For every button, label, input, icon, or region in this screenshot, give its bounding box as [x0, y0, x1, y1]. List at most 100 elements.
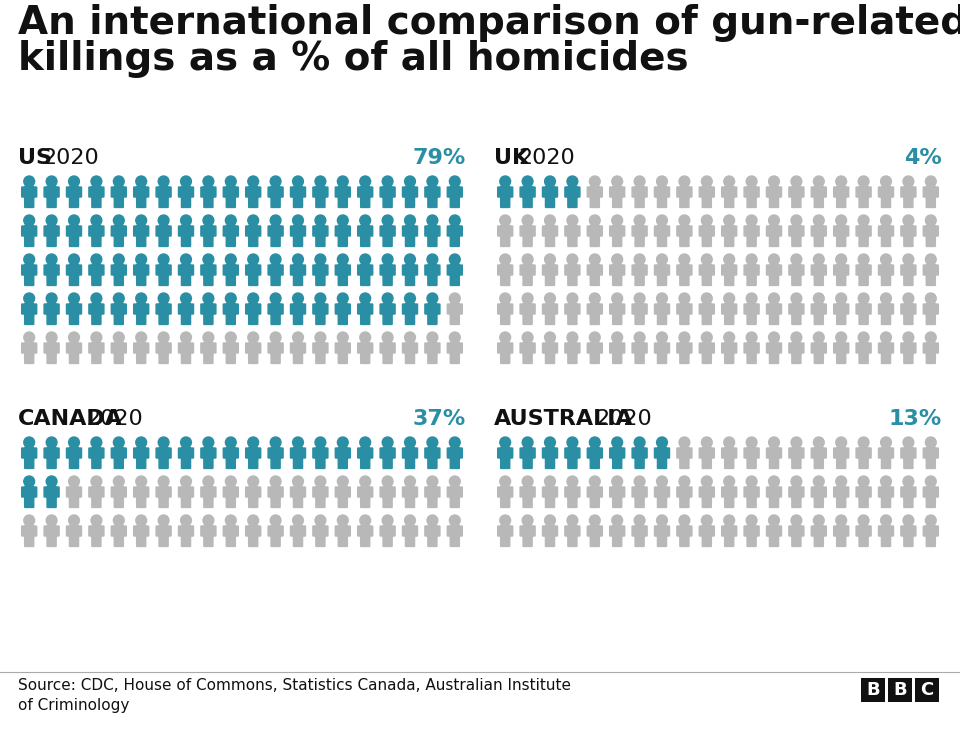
FancyBboxPatch shape: [814, 353, 819, 363]
FancyBboxPatch shape: [819, 314, 824, 324]
FancyBboxPatch shape: [212, 526, 216, 536]
FancyBboxPatch shape: [703, 236, 707, 247]
FancyBboxPatch shape: [878, 304, 882, 314]
FancyBboxPatch shape: [100, 265, 104, 275]
FancyBboxPatch shape: [864, 275, 868, 286]
Circle shape: [226, 476, 236, 487]
FancyBboxPatch shape: [428, 536, 432, 547]
FancyBboxPatch shape: [610, 487, 613, 497]
FancyBboxPatch shape: [316, 526, 324, 537]
Circle shape: [679, 215, 690, 226]
FancyBboxPatch shape: [665, 526, 669, 536]
FancyBboxPatch shape: [542, 487, 546, 497]
FancyBboxPatch shape: [766, 265, 771, 275]
Circle shape: [791, 515, 802, 526]
Circle shape: [360, 515, 371, 526]
FancyBboxPatch shape: [564, 448, 569, 458]
Circle shape: [180, 293, 191, 304]
FancyBboxPatch shape: [639, 497, 644, 508]
FancyBboxPatch shape: [347, 265, 350, 275]
FancyBboxPatch shape: [181, 197, 186, 208]
FancyBboxPatch shape: [92, 236, 96, 247]
FancyBboxPatch shape: [639, 314, 644, 324]
Circle shape: [903, 254, 914, 265]
FancyBboxPatch shape: [156, 187, 160, 197]
Circle shape: [158, 332, 169, 343]
Circle shape: [203, 332, 214, 343]
Circle shape: [382, 437, 393, 447]
Circle shape: [427, 254, 438, 265]
FancyBboxPatch shape: [590, 497, 595, 508]
FancyBboxPatch shape: [568, 264, 577, 276]
FancyBboxPatch shape: [756, 448, 759, 458]
Circle shape: [404, 176, 416, 186]
Circle shape: [135, 476, 147, 487]
FancyBboxPatch shape: [201, 448, 204, 458]
Circle shape: [248, 332, 258, 343]
Circle shape: [769, 176, 780, 186]
FancyBboxPatch shape: [227, 197, 230, 208]
Circle shape: [589, 476, 600, 487]
FancyBboxPatch shape: [432, 536, 437, 547]
FancyBboxPatch shape: [658, 236, 662, 247]
FancyBboxPatch shape: [249, 264, 257, 276]
FancyBboxPatch shape: [528, 497, 532, 508]
FancyBboxPatch shape: [837, 314, 841, 324]
FancyBboxPatch shape: [271, 264, 280, 276]
Circle shape: [382, 476, 393, 487]
FancyBboxPatch shape: [501, 353, 505, 363]
FancyBboxPatch shape: [845, 343, 849, 353]
FancyBboxPatch shape: [291, 487, 295, 497]
FancyBboxPatch shape: [523, 536, 528, 547]
FancyBboxPatch shape: [402, 343, 406, 353]
FancyBboxPatch shape: [89, 265, 93, 275]
FancyBboxPatch shape: [531, 265, 535, 275]
FancyBboxPatch shape: [227, 497, 230, 508]
FancyBboxPatch shape: [814, 342, 824, 354]
FancyBboxPatch shape: [545, 197, 550, 208]
FancyBboxPatch shape: [878, 226, 882, 236]
Circle shape: [858, 215, 869, 226]
FancyBboxPatch shape: [391, 343, 396, 353]
FancyBboxPatch shape: [227, 303, 235, 315]
FancyBboxPatch shape: [380, 487, 384, 497]
FancyBboxPatch shape: [44, 265, 48, 275]
Circle shape: [589, 332, 600, 343]
FancyBboxPatch shape: [837, 487, 846, 498]
FancyBboxPatch shape: [22, 343, 26, 353]
FancyBboxPatch shape: [136, 526, 146, 537]
FancyBboxPatch shape: [792, 197, 797, 208]
Circle shape: [657, 254, 667, 265]
Circle shape: [24, 332, 35, 343]
FancyBboxPatch shape: [301, 304, 305, 314]
Circle shape: [315, 437, 325, 447]
FancyBboxPatch shape: [321, 236, 324, 247]
Circle shape: [315, 293, 325, 304]
FancyBboxPatch shape: [725, 342, 733, 354]
FancyBboxPatch shape: [881, 342, 891, 354]
Circle shape: [791, 254, 802, 265]
FancyBboxPatch shape: [294, 197, 298, 208]
FancyBboxPatch shape: [69, 353, 74, 363]
FancyBboxPatch shape: [878, 487, 882, 497]
FancyBboxPatch shape: [598, 448, 602, 458]
FancyBboxPatch shape: [96, 458, 101, 468]
Circle shape: [880, 332, 892, 343]
FancyBboxPatch shape: [752, 458, 756, 468]
FancyBboxPatch shape: [268, 304, 272, 314]
FancyBboxPatch shape: [391, 187, 396, 197]
FancyBboxPatch shape: [268, 226, 272, 236]
FancyBboxPatch shape: [617, 497, 622, 508]
Circle shape: [427, 215, 438, 226]
Circle shape: [270, 254, 281, 265]
FancyBboxPatch shape: [665, 487, 669, 497]
FancyBboxPatch shape: [425, 265, 429, 275]
FancyBboxPatch shape: [509, 226, 513, 236]
FancyBboxPatch shape: [383, 303, 392, 315]
FancyBboxPatch shape: [204, 526, 213, 537]
FancyBboxPatch shape: [707, 236, 711, 247]
FancyBboxPatch shape: [924, 226, 927, 236]
FancyBboxPatch shape: [69, 487, 79, 498]
FancyBboxPatch shape: [414, 487, 418, 497]
FancyBboxPatch shape: [612, 342, 622, 354]
